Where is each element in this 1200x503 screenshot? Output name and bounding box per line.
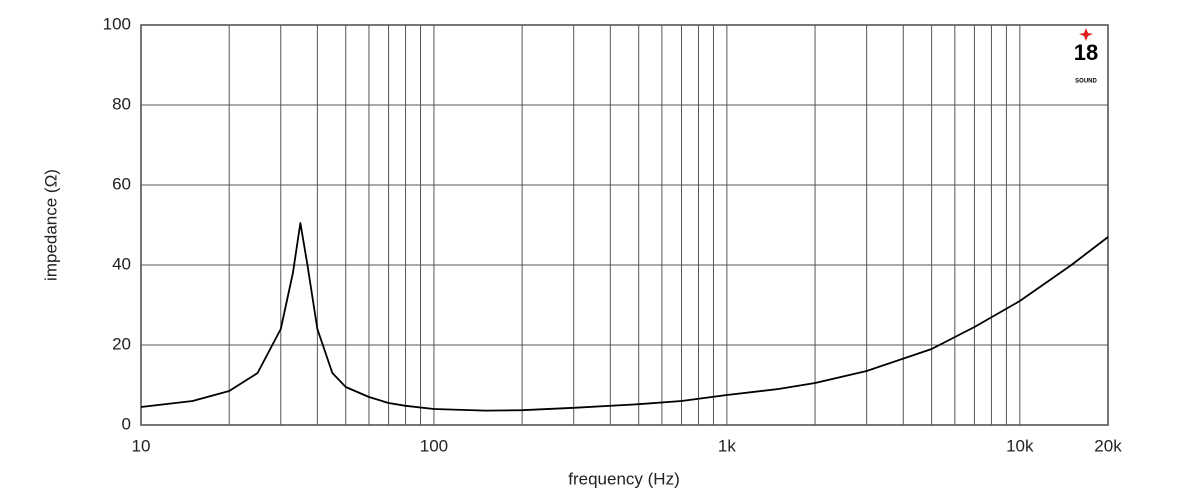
y-tick-label: 40 <box>112 254 131 273</box>
y-tick-label: 100 <box>103 14 131 33</box>
x-tick-label: 10k <box>1006 436 1034 455</box>
logo: 18 SOUND <box>1074 28 1098 85</box>
x-tick-label: 1k <box>718 436 736 455</box>
y-tick-label: 20 <box>112 334 131 353</box>
plot-frame <box>140 24 1109 426</box>
logo-star <box>1079 28 1093 41</box>
y-tick-label: 60 <box>112 174 131 193</box>
y-axis-label: impedance (Ω) <box>41 169 60 281</box>
x-tick-label: 10 <box>132 436 151 455</box>
x-tick-label: 100 <box>420 436 448 455</box>
x-axis-label: frequency (Hz) <box>568 469 679 488</box>
y-tick-label: 0 <box>122 414 131 433</box>
impedance-curve <box>140 222 1109 412</box>
x-tick-label: 20k <box>1094 436 1122 455</box>
logo-number: 18 <box>1074 40 1098 65</box>
y-tick-label: 80 <box>112 94 131 113</box>
logo-text: SOUND <box>1075 79 1097 85</box>
